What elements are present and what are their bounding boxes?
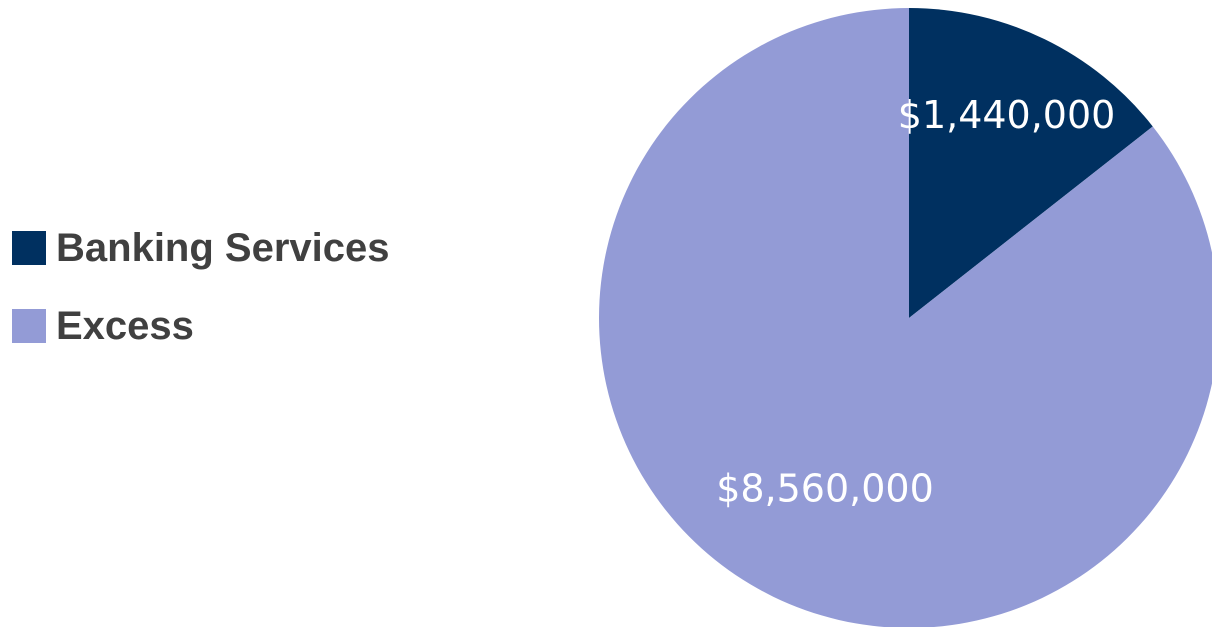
legend-item-banking-services: Banking Services: [12, 222, 390, 274]
pie-slice-labels: $1,440,000 $8,560,000: [716, 93, 1115, 511]
legend-label-banking-services: Banking Services: [56, 225, 390, 270]
legend-swatch-excess: [12, 309, 46, 343]
pie-slice-excess: [599, 8, 1212, 627]
pie-label-excess: $8,560,000: [716, 466, 934, 510]
pie-slice-banking-services: [909, 8, 1153, 318]
legend-swatch-banking-services: [12, 231, 46, 265]
pie-label-banking-services: $1,440,000: [898, 93, 1116, 137]
chart-legend: Banking Services Excess: [12, 222, 390, 378]
pie-slices: [599, 8, 1212, 627]
legend-item-excess: Excess: [12, 300, 390, 352]
legend-label-excess: Excess: [56, 303, 194, 348]
